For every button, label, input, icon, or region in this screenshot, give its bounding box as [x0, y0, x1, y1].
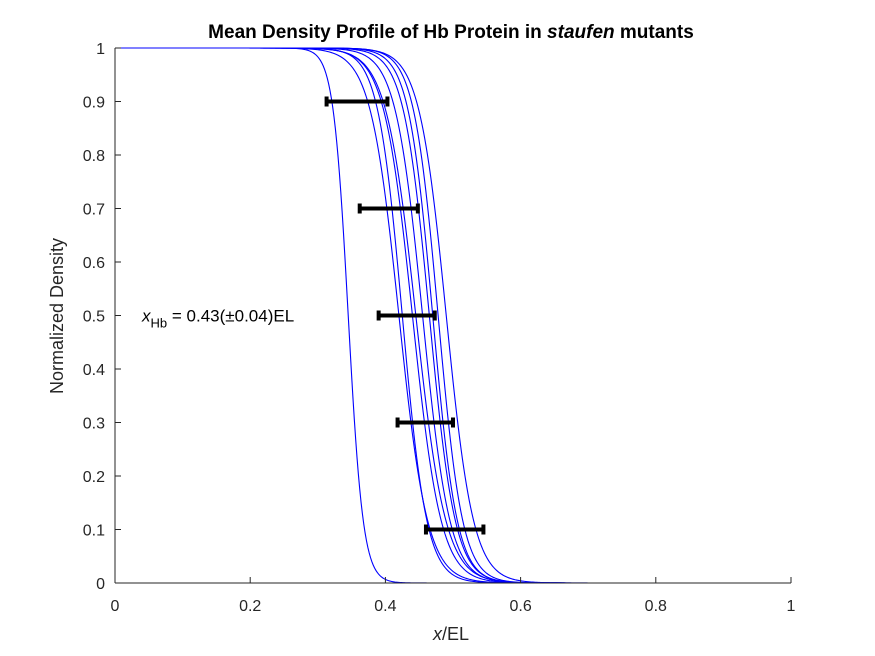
- error-bar-1: [324, 96, 390, 107]
- error-bar-3: [376, 310, 437, 321]
- x-axis-label-unit: /EL: [442, 624, 469, 644]
- chart-title-part-1: Mean Density Profile of Hb Protein in: [208, 22, 547, 43]
- y-tick-label: 0.3: [83, 416, 105, 433]
- x-tick-label: 0.6: [509, 598, 531, 615]
- annotation-var: x: [141, 307, 151, 326]
- y-tick-label: 0.9: [83, 95, 105, 112]
- annotation-value: = 0.43(±0.04)EL: [167, 307, 294, 326]
- plot-area: [115, 48, 791, 583]
- x-tick-label: 0.2: [239, 598, 261, 615]
- error-bars: [324, 96, 486, 535]
- x-tick-label: 0.8: [645, 598, 667, 615]
- x-axis-ticks: 0 0.2 0.4 0.6 0.8 1: [111, 577, 796, 615]
- x-tick-label: 1: [787, 598, 796, 615]
- chart-title-part-2: staufen: [547, 22, 615, 43]
- error-bar-5: [423, 524, 486, 535]
- plot-background: [115, 48, 791, 583]
- error-bar-4: [395, 417, 455, 428]
- y-tick-label: 1: [96, 41, 105, 58]
- x-tick-label: 0: [111, 598, 120, 615]
- y-tick-label: 0.6: [83, 255, 105, 272]
- y-axis-ticks: 0 0.1 0.2 0.3 0.4 0.5 0.6 0.7 0.8 0.9 1: [83, 41, 121, 593]
- y-tick-label: 0.5: [83, 309, 105, 326]
- x-axis-label: x/EL: [432, 624, 469, 644]
- y-tick-label: 0.2: [83, 469, 105, 486]
- x-tick-label: 0.4: [374, 598, 396, 615]
- annotation-subscript: Hb: [151, 316, 168, 331]
- y-tick-label: 0: [96, 576, 105, 593]
- error-bar-2: [357, 203, 420, 214]
- chart-title: Mean Density Profile of Hb Protein in st…: [208, 22, 694, 43]
- x-axis-label-var: x: [432, 624, 443, 644]
- y-axis-label: Normalized Density: [47, 238, 67, 394]
- annotation-label: xHb = 0.43(±0.04)EL: [141, 307, 294, 331]
- y-tick-label: 0.4: [83, 362, 105, 379]
- chart-title-part-3: mutants: [615, 22, 694, 43]
- y-tick-label: 0.1: [83, 523, 105, 540]
- y-tick-label: 0.8: [83, 148, 105, 165]
- y-tick-label: 0.7: [83, 202, 105, 219]
